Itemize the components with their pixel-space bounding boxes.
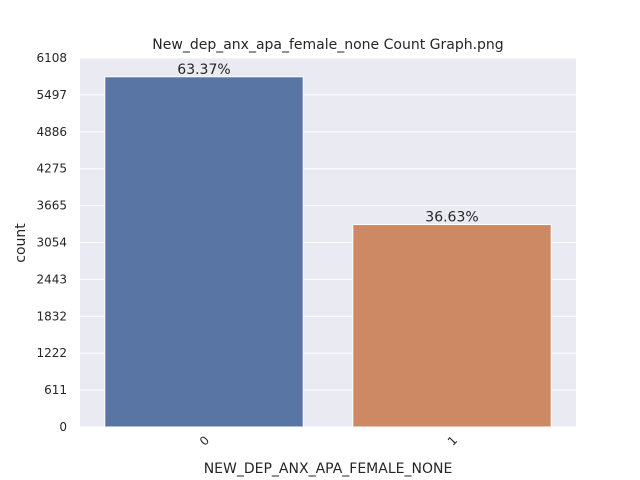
chart-title: New_dep_anx_apa_female_none Count Graph.… xyxy=(152,37,503,53)
y-tick-label: 2443 xyxy=(36,272,67,286)
bar-0 xyxy=(104,76,304,428)
bar-data-label: 36.63% xyxy=(425,210,478,226)
y-tick-label: 5497 xyxy=(36,88,67,102)
x-tick-label: 1 xyxy=(445,433,460,448)
y-axis-label: count xyxy=(13,223,29,263)
bar-data-labels: 63.37% 36.63% xyxy=(177,62,478,226)
y-tick-label: 3054 xyxy=(36,236,67,250)
y-tick-label: 1832 xyxy=(36,309,67,323)
y-tick-label: 1222 xyxy=(36,346,67,360)
y-tick-label: 6108 xyxy=(36,51,67,65)
y-tick-label: 4886 xyxy=(36,125,67,139)
bars xyxy=(104,76,552,428)
bar-data-label: 63.37% xyxy=(177,62,230,78)
y-tick-labels: 0 611 1222 1832 2443 3054 3665 4275 4886 5497 6108 xyxy=(36,51,67,434)
y-tick-label: 4275 xyxy=(36,162,67,176)
x-tick-label: 0 xyxy=(197,433,212,448)
y-tick-label: 0 xyxy=(59,420,67,434)
y-tick-label: 611 xyxy=(44,383,67,397)
x-axis-label: NEW_DEP_ANX_APA_FEMALE_NONE xyxy=(204,461,453,477)
y-tick-label: 3665 xyxy=(36,199,67,213)
bar-1 xyxy=(352,224,552,428)
